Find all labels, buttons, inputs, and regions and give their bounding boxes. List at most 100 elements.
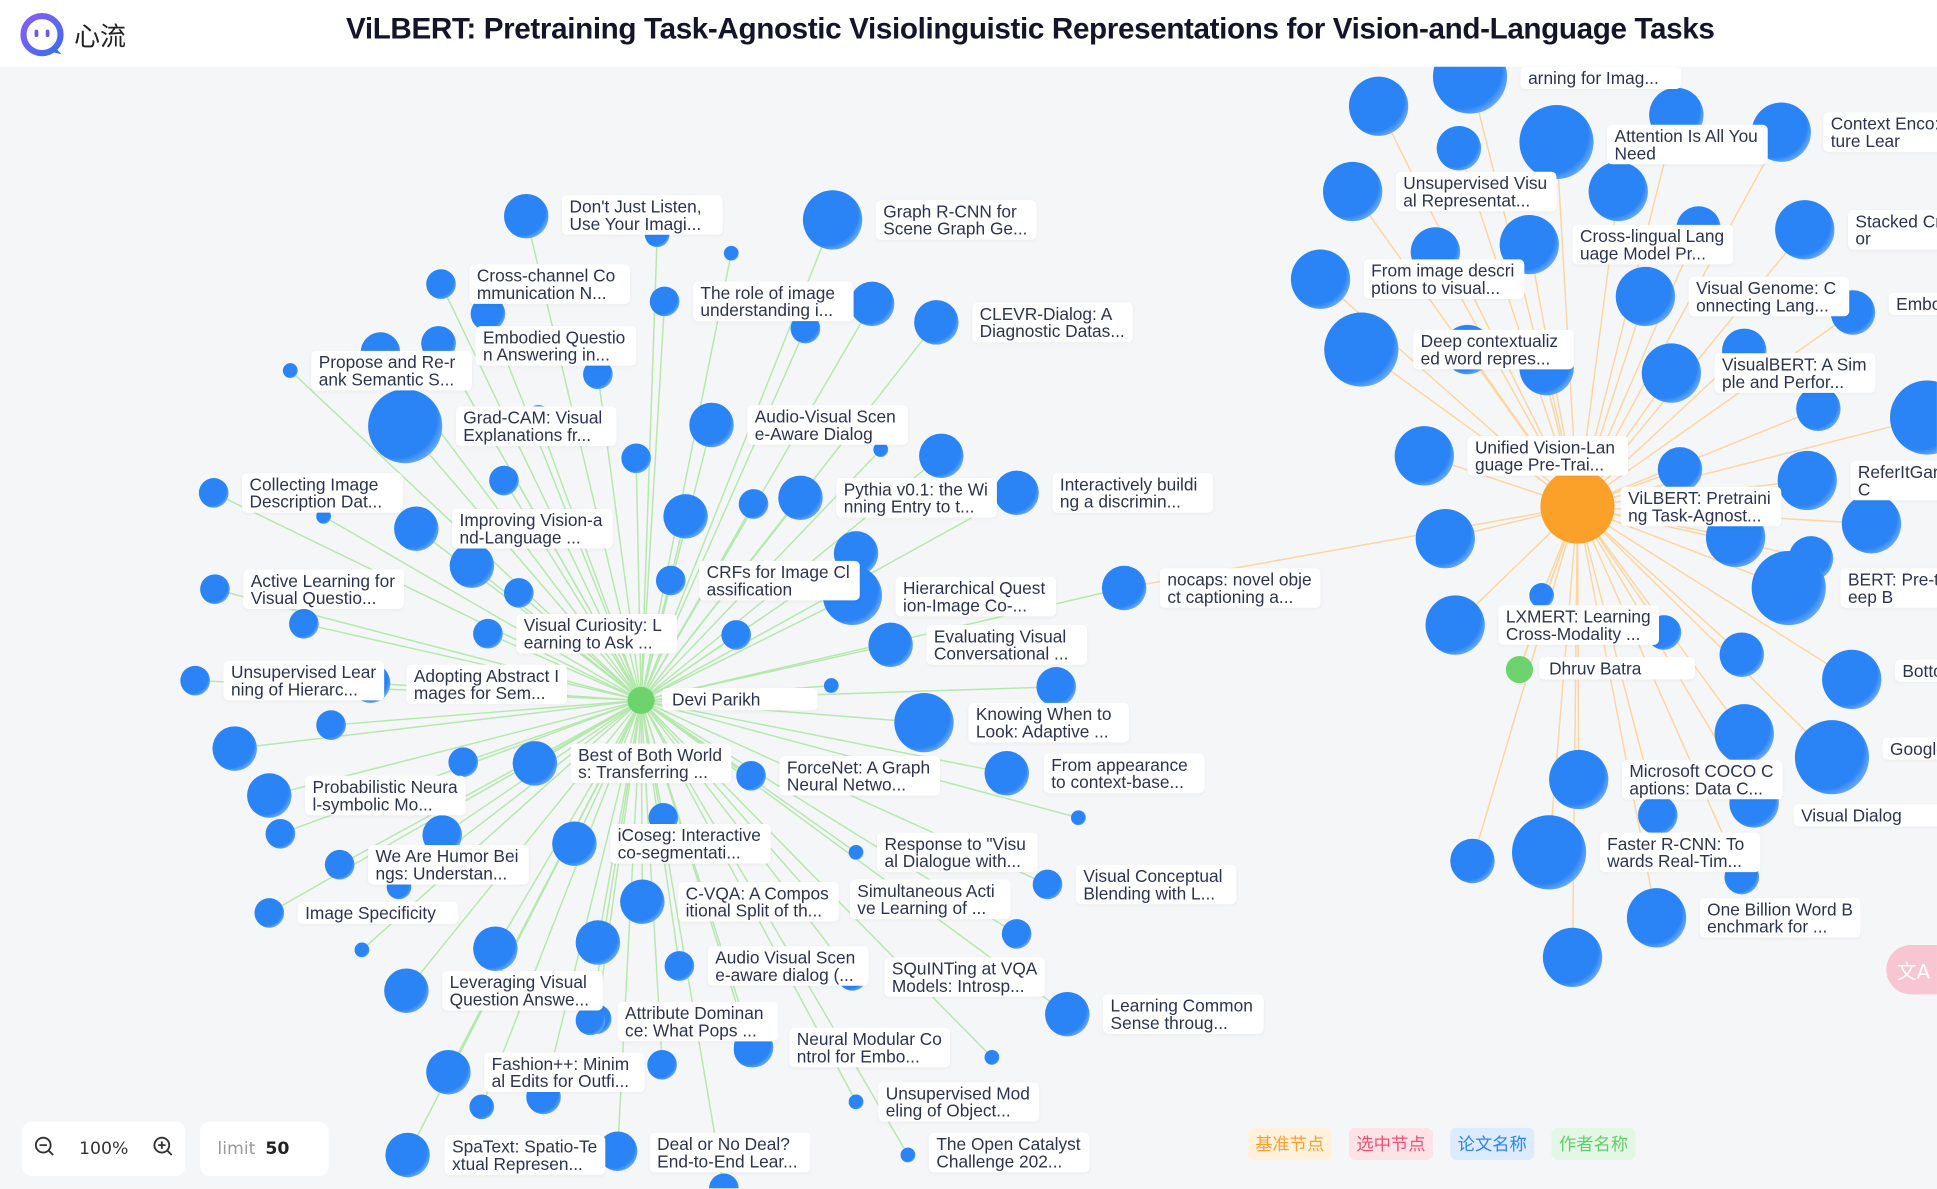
- zoom-out-icon[interactable]: [34, 1135, 56, 1162]
- paper-node[interactable]: [994, 470, 1039, 516]
- paper-node[interactable]: [316, 710, 346, 740]
- paper-node[interactable]: [469, 1094, 495, 1120]
- paper-label[interactable]: ForceNet: A Graph Neural Netwo...: [779, 756, 941, 796]
- paper-label[interactable]: Unsupervised Visual Representat...: [1395, 171, 1557, 212]
- paper-label[interactable]: Don't Just Listen, Use Your Imagi...: [562, 195, 723, 235]
- paper-label[interactable]: Visual Conceptual Blending with L...: [1075, 864, 1237, 905]
- paper-node[interactable]: [689, 402, 734, 448]
- paper-node[interactable]: [984, 751, 1030, 796]
- paper-node[interactable]: [1001, 919, 1032, 949]
- paper-node[interactable]: [868, 622, 913, 668]
- paper-label[interactable]: LXMERT: Learning Cross-Modality ...: [1498, 605, 1660, 645]
- limit-value[interactable]: 50: [265, 1138, 290, 1159]
- paper-label[interactable]: Audio Visual Scene-aware dialog (...: [707, 946, 869, 986]
- paper-node[interactable]: [1323, 161, 1383, 222]
- paper-node[interactable]: [368, 389, 443, 464]
- paper-node[interactable]: [575, 920, 621, 965]
- paper-node[interactable]: [247, 773, 292, 818]
- paper-node[interactable]: [583, 359, 613, 390]
- paper-label[interactable]: We Are Humor Beings: Understan...: [368, 844, 529, 885]
- paper-node[interactable]: [180, 665, 211, 696]
- paper-label[interactable]: iCoseg: Interactive co-segmentati...: [610, 823, 771, 864]
- translate-button[interactable]: 文A: [1886, 945, 1937, 995]
- paper-node[interactable]: [721, 620, 752, 650]
- paper-node[interactable]: [664, 951, 695, 981]
- paper-label[interactable]: SpaText: Spatio-Textual Represen...: [444, 1135, 606, 1175]
- paper-node[interactable]: [426, 1050, 471, 1095]
- paper-node[interactable]: [1432, 66, 1508, 114]
- paper-node[interactable]: [778, 475, 823, 521]
- paper-label[interactable]: One Billion Word Benchmark for ...: [1699, 898, 1861, 938]
- paper-label[interactable]: Neural Modular Control for Embo...: [789, 1027, 950, 1068]
- paper-label[interactable]: Microsoft COCO Captions: Data C...: [1621, 759, 1783, 800]
- paper-label[interactable]: Cross-channel Communication N...: [469, 264, 631, 304]
- paper-node[interactable]: [200, 574, 230, 605]
- paper-node[interactable]: [504, 578, 534, 608]
- paper-label[interactable]: Grad-CAM: Visual Explanations fr...: [455, 406, 617, 446]
- paper-label[interactable]: Response to "Visual Dialogue with...: [877, 832, 1038, 873]
- paper-node[interactable]: [709, 1173, 739, 1189]
- paper-label[interactable]: arning for Imag...: [1520, 66, 1682, 89]
- paper-label[interactable]: ReferItGarering to C: [1850, 460, 1937, 501]
- paper-label[interactable]: Evaluating Visual Conversational ...: [926, 625, 1088, 665]
- paper-node[interactable]: [848, 844, 864, 860]
- paper-label[interactable]: Embodied Question Answering in...: [475, 326, 637, 366]
- paper-node[interactable]: [1529, 583, 1555, 608]
- paper-node[interactable]: [919, 433, 964, 479]
- paper-label[interactable]: Propose and Re-rank Semantic S...: [311, 350, 472, 391]
- paper-label[interactable]: Attribute Dominance: What Pops ...: [617, 1001, 779, 1042]
- paper-node[interactable]: [384, 968, 429, 1013]
- paper-label[interactable]: Active Learning for Visual Questio...: [243, 569, 404, 610]
- author-node[interactable]: [627, 686, 655, 715]
- paper-node[interactable]: [802, 190, 863, 250]
- base-paper-node[interactable]: [1540, 469, 1615, 544]
- paper-node[interactable]: [394, 506, 439, 551]
- paper-node[interactable]: [849, 281, 895, 327]
- author-node[interactable]: [1505, 655, 1534, 684]
- paper-node[interactable]: [212, 726, 257, 771]
- paper-node[interactable]: [655, 565, 686, 596]
- paper-label[interactable]: Stacked Crention for: [1848, 210, 1937, 250]
- paper-node[interactable]: [1775, 200, 1835, 260]
- paper-node[interactable]: [1751, 550, 1826, 626]
- paper-label[interactable]: From image descriptions to visual...: [1363, 259, 1525, 299]
- paper-label[interactable]: Embo on An: [1888, 292, 1937, 316]
- paper-node[interactable]: [254, 898, 285, 928]
- paper-label[interactable]: Unsupervised Learning of Hierarc...: [223, 660, 385, 701]
- paper-label[interactable]: VisualBERT: A Simple and Perfor...: [1714, 353, 1876, 393]
- paper-node[interactable]: [1638, 795, 1678, 836]
- paper-label[interactable]: Attention Is All You Need: [1607, 124, 1768, 165]
- paper-node[interactable]: [790, 313, 821, 344]
- paper-node[interactable]: [489, 465, 519, 496]
- paper-node[interactable]: [1450, 838, 1495, 884]
- paper-node[interactable]: [1324, 312, 1399, 387]
- paper-node[interactable]: [1512, 815, 1587, 890]
- paper-node[interactable]: [1549, 749, 1609, 810]
- paper-label[interactable]: Audio-Visual Scene-Aware Dialog: [747, 405, 908, 445]
- paper-node[interactable]: [1542, 927, 1603, 988]
- paper-label[interactable]: Visual Dialog: [1793, 804, 1937, 827]
- author-label[interactable]: Devi Parikh: [662, 688, 818, 711]
- paper-label[interactable]: GoogleMachi: [1882, 737, 1937, 760]
- paper-node[interactable]: [1777, 450, 1837, 511]
- paper-node[interactable]: [426, 269, 456, 299]
- paper-node[interactable]: [282, 363, 298, 379]
- logo[interactable]: 心流: [20, 12, 126, 59]
- paper-node[interactable]: [1415, 508, 1475, 569]
- paper-label[interactable]: Interactively building a discrimin...: [1052, 473, 1214, 513]
- paper-node[interactable]: [873, 442, 889, 458]
- paper-label[interactable]: Probabilistic Neural-symbolic Mo...: [305, 775, 466, 816]
- paper-node[interactable]: [1290, 249, 1351, 309]
- paper-node[interactable]: [620, 879, 665, 925]
- paper-node[interactable]: [1519, 105, 1594, 180]
- paper-label[interactable]: The Open Catalyst Challenge 202...: [928, 1132, 1090, 1173]
- paper-node[interactable]: [473, 618, 503, 649]
- paper-label[interactable]: Simultaneous Active Learning of ...: [849, 879, 1011, 920]
- author-label[interactable]: Dhruv Batra: [1539, 657, 1695, 680]
- paper-label[interactable]: The role of image understanding i...: [693, 281, 854, 322]
- paper-node[interactable]: [1841, 494, 1902, 554]
- paper-node[interactable]: [265, 819, 296, 849]
- paper-node[interactable]: [504, 193, 549, 239]
- paper-node[interactable]: [647, 1050, 677, 1080]
- paper-label[interactable]: Adopting Abstract Images for Sem...: [406, 664, 568, 705]
